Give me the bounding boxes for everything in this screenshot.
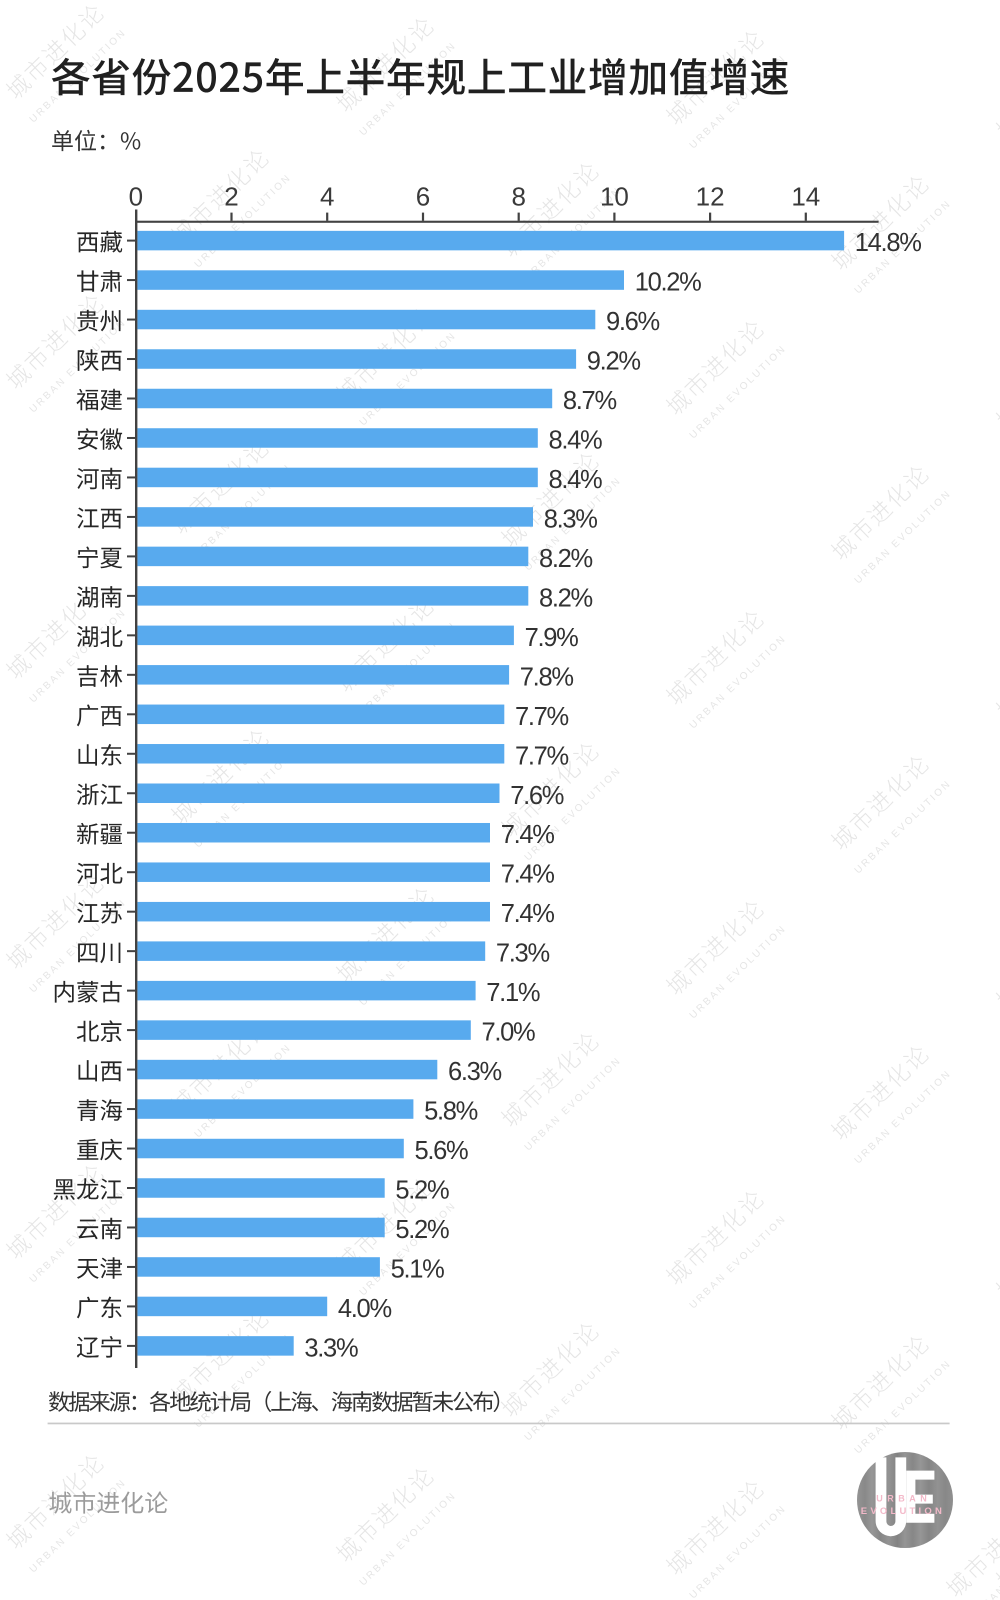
svg-text:URBAN: URBAN [876,1493,931,1503]
svg-text:3.3%: 3.3% [304,1334,358,1362]
svg-text:7.4%: 7.4% [501,900,555,928]
svg-text:8.4%: 8.4% [549,466,603,494]
svg-text:4.0%: 4.0% [338,1295,392,1323]
svg-text:14.8%: 14.8% [855,229,921,257]
svg-text:9.2%: 9.2% [587,348,641,376]
svg-text:8.2%: 8.2% [539,545,593,573]
svg-text:7.4%: 7.4% [501,861,555,889]
svg-text:8.3%: 8.3% [544,505,598,533]
svg-text:8.2%: 8.2% [539,584,593,612]
svg-text:EVOLUTION: EVOLUTION [861,1506,945,1517]
svg-text:8.4%: 8.4% [549,426,603,454]
svg-text:6: 6 [416,181,430,211]
svg-text:7.6%: 7.6% [510,782,564,810]
svg-text:7.9%: 7.9% [525,624,579,652]
svg-text:14: 14 [791,181,820,211]
svg-text:7.7%: 7.7% [515,742,569,770]
svg-text:7.4%: 7.4% [501,821,555,849]
svg-text:8: 8 [511,181,525,211]
svg-text:7.0%: 7.0% [482,1019,536,1047]
svg-text:5.8%: 5.8% [424,1098,478,1126]
svg-text:4: 4 [320,181,334,211]
svg-text:7.8%: 7.8% [520,663,574,691]
svg-text:12: 12 [696,181,725,211]
svg-text:10.2%: 10.2% [635,269,701,297]
svg-text:10: 10 [600,181,629,211]
svg-text:5.2%: 5.2% [395,1216,449,1244]
svg-text:2: 2 [224,181,238,211]
svg-text:0: 0 [129,181,143,211]
svg-text:6.3%: 6.3% [448,1058,502,1086]
svg-text:7.7%: 7.7% [515,703,569,731]
svg-text:5.2%: 5.2% [395,1177,449,1205]
svg-text:8.7%: 8.7% [563,387,617,415]
svg-text:7.1%: 7.1% [486,979,540,1007]
svg-text:9.6%: 9.6% [606,308,660,336]
svg-text:5.1%: 5.1% [391,1255,445,1283]
svg-text:7.3%: 7.3% [496,940,550,968]
svg-text:5.6%: 5.6% [415,1137,469,1165]
